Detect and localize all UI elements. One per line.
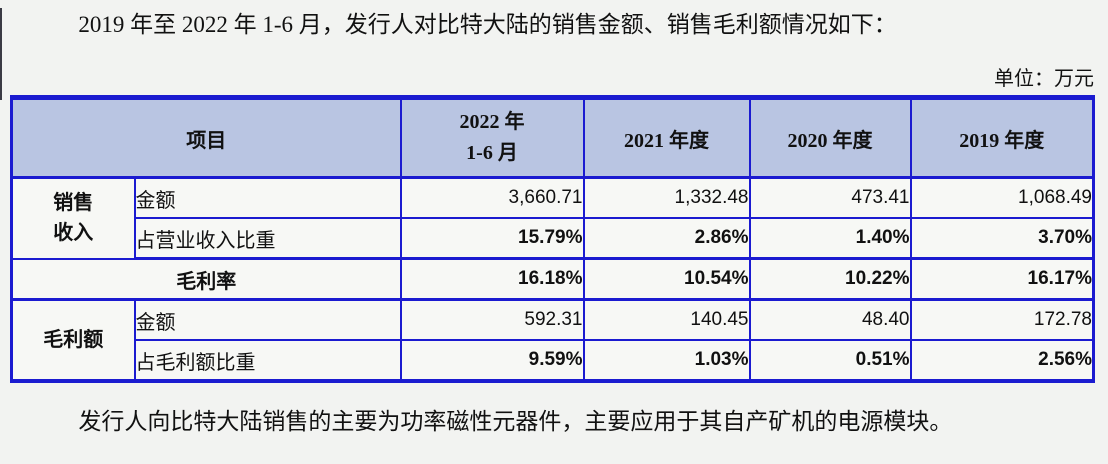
row-gross-margin: 毛利率 16.18% 10.54% 10.22% 16.17% xyxy=(10,257,1095,302)
label-cell-sales-amount: 金额 xyxy=(133,176,402,220)
header-cell-2021: 2021 年度 xyxy=(582,96,751,180)
sales-to-bitmain-table: 项目 2022 年 1-6 月 2021 年度 2020 年度 2019 年度 … xyxy=(10,95,1095,384)
footer-paragraph: 发行人向比特大陆销售的主要为功率磁性元器件，主要应用于其自产矿机的电源模块。 xyxy=(78,409,953,435)
value-cell: 0.51% xyxy=(748,339,912,383)
header-cell-item: 项目 xyxy=(10,96,402,180)
value-cell: 48.40 xyxy=(748,298,912,342)
row-sales-ratio: 占营业收入比重 15.79% 2.86% 1.40% 3.70% xyxy=(12,217,1095,261)
value-cell: 473.41 xyxy=(748,176,912,220)
label-cell-gross-margin: 毛利率 xyxy=(10,257,402,302)
value-cell: 15.79% xyxy=(399,217,585,261)
header-cell-2022: 2022 年 1-6 月 xyxy=(399,96,585,180)
value-cell: 10.54% xyxy=(582,257,751,302)
value-cell: 3.70% xyxy=(909,217,1095,261)
group-cell-gross-profit: 毛利额 xyxy=(10,298,136,383)
value-cell: 16.18% xyxy=(399,257,585,302)
table-header-row: 项目 2022 年 1-6 月 2021 年度 2020 年度 2019 年度 xyxy=(10,96,1095,180)
value-cell: 3,660.71 xyxy=(399,176,585,220)
header-cell-2019: 2019 年度 xyxy=(909,96,1095,180)
value-cell: 1.03% xyxy=(582,339,751,383)
value-cell: 172.78 xyxy=(909,298,1095,342)
page-edge-line xyxy=(0,8,2,100)
header-cell-2020: 2020 年度 xyxy=(748,96,912,180)
label-cell-profit-amount: 金额 xyxy=(133,298,402,342)
unit-label: 单位：万元 xyxy=(994,68,1094,91)
row-profit-ratio: 占毛利额比重 9.59% 1.03% 0.51% 2.56% xyxy=(12,339,1095,383)
value-cell: 592.31 xyxy=(399,298,585,342)
group-cell-sales-revenue: 销售 收入 xyxy=(10,176,136,260)
value-cell: 16.17% xyxy=(909,257,1095,302)
value-cell: 10.22% xyxy=(748,257,912,302)
value-cell: 1,332.48 xyxy=(582,176,751,220)
row-sales-amount: 销售 收入 金额 3,660.71 1,332.48 473.41 1,068.… xyxy=(10,176,1095,260)
value-cell: 140.45 xyxy=(582,298,751,342)
row-profit-amount: 毛利额 金额 592.31 140.45 48.40 172.78 xyxy=(10,298,1095,383)
value-cell: 9.59% xyxy=(399,339,585,383)
label-cell-sales-ratio: 占营业收入比重 xyxy=(133,217,402,261)
value-cell: 1.40% xyxy=(748,217,912,261)
value-cell: 1,068.49 xyxy=(909,176,1095,220)
label-cell-profit-ratio: 占毛利额比重 xyxy=(133,339,402,383)
intro-paragraph: 2019 年至 2022 年 1-6 月，发行人对比特大陆的销售金额、销售毛利额… xyxy=(78,12,897,37)
value-cell: 2.56% xyxy=(909,339,1095,383)
value-cell: 2.86% xyxy=(582,217,751,261)
